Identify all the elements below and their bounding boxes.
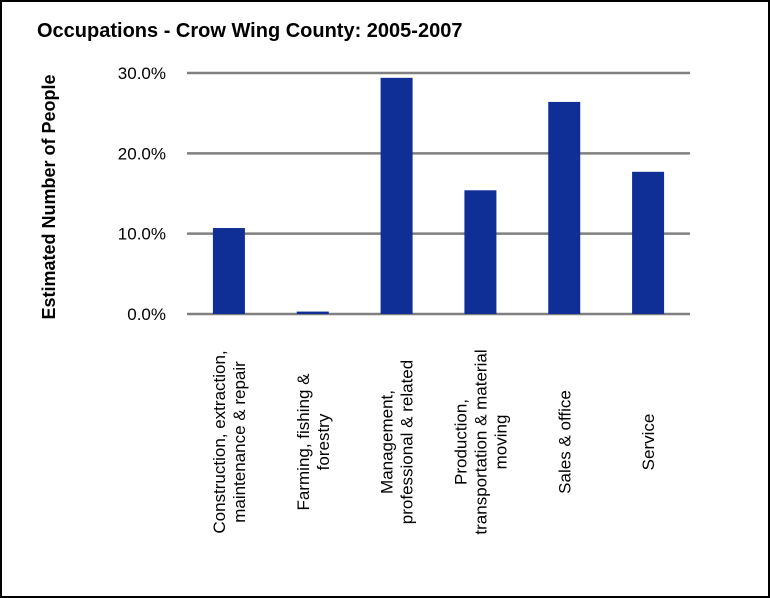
category-label: Management,professional & related (378, 360, 417, 524)
bar (464, 190, 497, 314)
bar (632, 171, 665, 314)
category-label-line: Sales & office (555, 390, 574, 494)
category-labels: Construction, extraction,maintenance & r… (210, 349, 658, 534)
category-label-line: Service (639, 414, 658, 471)
category-label-line: moving (491, 415, 510, 470)
category-label-line: transportation & material (471, 349, 490, 534)
category-label-line: Farming, fishing & (294, 373, 313, 511)
bars (212, 77, 665, 314)
category-label-line: Management, (378, 390, 397, 494)
chart-title: Occupations - Crow Wing County: 2005-200… (37, 20, 462, 42)
y-tick-label: 0.0% (127, 305, 166, 324)
bar (212, 228, 245, 314)
category-label-line: Production, (451, 399, 470, 485)
category-label-line: Construction, extraction, (210, 350, 229, 533)
gridlines (187, 71, 690, 316)
y-tick-label: 20.0% (118, 144, 166, 163)
y-axis-label: Estimated Number of People (39, 74, 59, 319)
bar (380, 77, 413, 314)
category-label: Farming, fishing &forestry (294, 373, 333, 511)
category-label: Production,transportation & materialmovi… (451, 349, 510, 534)
category-label: Sales & office (555, 390, 574, 494)
y-tick-label: 30.0% (118, 64, 166, 83)
category-label: Service (639, 414, 658, 471)
y-tick-labels: 0.0% 10.0% 20.0% 30.0% (118, 64, 166, 324)
category-label-line: maintenance & repair (230, 361, 249, 523)
category-label: Construction, extraction,maintenance & r… (210, 350, 249, 533)
y-tick-label: 10.0% (118, 225, 166, 244)
bar (296, 311, 329, 314)
bar (548, 101, 581, 314)
category-label-line: forestry (314, 413, 333, 470)
category-label-line: professional & related (398, 360, 417, 524)
